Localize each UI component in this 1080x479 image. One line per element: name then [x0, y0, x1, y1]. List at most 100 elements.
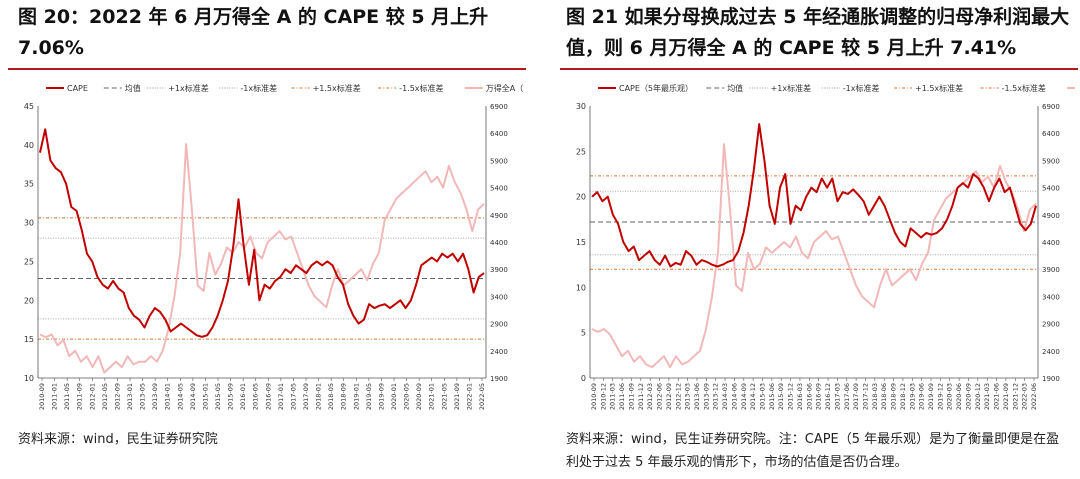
y-right-tick-label: 2400: [490, 348, 508, 356]
x-tick-label: 2019-06: [918, 383, 926, 410]
y-right-tick-label: 3400: [1042, 293, 1060, 301]
x-tick-label: 2021-01: [428, 383, 436, 410]
y-left-tick-label: 35: [24, 180, 34, 189]
x-tick-label: 2018-01: [315, 383, 323, 410]
source-note: 资料来源：wind，民生证券研究院。注：CAPE（5 年最乐观）是为了衡量即便是…: [566, 432, 1060, 470]
x-tick-label: 2021-09: [1002, 383, 1010, 410]
x-tick-label: 2017-12: [861, 383, 869, 410]
y-right-tick-label: 4400: [490, 239, 508, 247]
x-tick-label: 2011-05: [63, 383, 71, 410]
x-tick-label: 2018-09: [340, 383, 348, 410]
x-tick-label: 2014-09: [740, 383, 748, 410]
x-tick-label: 2019-09: [377, 383, 385, 410]
x-tick-label: 2010-09: [590, 383, 598, 410]
x-tick-label: 2016-09: [264, 383, 272, 410]
y-right-tick-label: 3400: [490, 293, 508, 301]
x-tick-label: 2012-06: [656, 383, 664, 410]
x-tick-label: 2022-06: [1030, 383, 1038, 410]
x-tick-label: 2013-05: [139, 383, 147, 410]
source-note: 资料来源：wind，民生证券研究院: [18, 432, 218, 447]
figure-title: 图 20：2022 年 6 月万得全 A 的 CAPE 较 5 月上升 7.06…: [18, 6, 489, 59]
x-tick-label: 2017-09: [302, 383, 310, 410]
legend-label: +1x标准差: [168, 83, 209, 93]
x-tick-label: 2015-05: [214, 383, 222, 410]
y-right-tick-label: 5900: [490, 157, 508, 165]
x-tick-label: 2015-03: [759, 383, 767, 410]
x-tick-label: 2014-05: [176, 383, 184, 410]
x-tick-label: 2017-01: [277, 383, 285, 410]
y-right-tick-label: 4900: [490, 212, 508, 220]
x-tick-label: 2015-09: [227, 383, 235, 410]
x-tick-label: 2019-03: [908, 383, 916, 410]
x-tick-label: 2021-06: [993, 383, 1001, 410]
x-tick-label: 2010-09: [38, 383, 46, 410]
x-tick-label: 2014-06: [730, 383, 738, 410]
y-right-tick-label: 6900: [1042, 103, 1060, 111]
y-left-tick-label: 40: [24, 141, 34, 150]
x-tick-label: 2015-09: [777, 383, 785, 410]
wind-all-a-line: [591, 143, 1037, 369]
x-tick-label: 2012-05: [101, 383, 109, 410]
x-tick-label: 2017-03: [833, 383, 841, 410]
y-right-tick-label: 4900: [1042, 212, 1060, 220]
x-tick-label: 2011-09: [76, 383, 84, 410]
x-tick-label: 2019-09: [927, 383, 935, 410]
legend-label: -1.5x标准差: [1002, 83, 1046, 93]
y-right-tick-label: 5400: [1042, 185, 1060, 193]
y-right-tick-label: 5400: [490, 185, 508, 193]
cape-5y-chart: CAPE（5年最乐观） 均值 +1x标准差 -1x标准差 +1.5x标准差 -1.5x标准…: [576, 83, 1075, 410]
x-tick-label: 2015-12: [787, 383, 795, 410]
y-left-tick-label: 25: [24, 257, 34, 266]
legend-label: 均值: [727, 83, 743, 93]
y-right-tick-label: 2900: [1042, 321, 1060, 329]
x-tick-label: 2019-12: [936, 383, 944, 410]
x-tick-label: 2021-03: [983, 383, 991, 410]
x-tick-label: 2016-01: [239, 383, 247, 410]
x-tick-label: 2014-01: [164, 383, 172, 410]
y-right-tick-label: 6400: [1042, 130, 1060, 138]
legend-label: +1.5x标准差: [313, 83, 361, 93]
x-tick-label: 2013-01: [126, 383, 134, 410]
legend-label: +1x标准差: [771, 83, 812, 93]
x-tick-label: 2011-03: [609, 383, 617, 410]
y-left-tick-label: 10: [24, 374, 34, 383]
x-tick-label: 2015-01: [201, 383, 209, 410]
legend-label: CAPE: [67, 84, 88, 93]
x-tick-label: 2021-09: [453, 383, 461, 410]
x-tick-label: 2013-06: [693, 383, 701, 410]
x-tick-label: 2020-09: [964, 383, 972, 410]
x-tick-label: 2018-12: [899, 383, 907, 410]
y-right-tick-label: 1900: [1042, 375, 1060, 383]
legend-label: +1.5x标准差: [915, 83, 963, 93]
y-right-tick-label: 1900: [490, 375, 508, 383]
x-tick-label: 2013-09: [702, 383, 710, 410]
cape-line: [591, 123, 1037, 268]
x-tick-label: 2012-12: [674, 383, 682, 410]
x-tick-label: 2011-09: [627, 383, 635, 410]
legend-label: 万得全A（右）: [486, 83, 523, 93]
title-divider: [560, 68, 1078, 70]
x-tick-label: 2016-12: [824, 383, 832, 410]
y-left-tick-label: 20: [576, 193, 586, 202]
x-tick-label: 2011-06: [618, 383, 626, 410]
x-tick-label: 2022-05: [478, 383, 486, 410]
y-right-tick-label: 4400: [1042, 239, 1060, 247]
y-left-tick-label: 20: [24, 296, 34, 305]
y-left-tick-label: 15: [576, 238, 586, 247]
y-right-tick-label: 2400: [1042, 348, 1060, 356]
x-tick-label: 2013-09: [151, 383, 159, 410]
x-tick-label: 2020-05: [403, 383, 411, 410]
x-tick-label: 2016-06: [805, 383, 813, 410]
x-tick-label: 2016-05: [252, 383, 260, 410]
y-right-tick-label: 3900: [490, 266, 508, 274]
y-left-tick-label: 10: [576, 283, 586, 292]
y-right-tick-label: 2900: [490, 321, 508, 329]
x-tick-label: 2012-09: [665, 383, 673, 410]
x-tick-label: 2020-01: [390, 383, 398, 410]
y-right-tick-label: 6400: [490, 130, 508, 138]
x-tick-label: 2022-01: [465, 383, 473, 410]
y-left-tick-label: 25: [576, 147, 586, 156]
x-tick-label: 2014-12: [749, 383, 757, 410]
x-tick-label: 2011-12: [637, 383, 645, 410]
x-tick-label: 2017-06: [843, 383, 851, 410]
